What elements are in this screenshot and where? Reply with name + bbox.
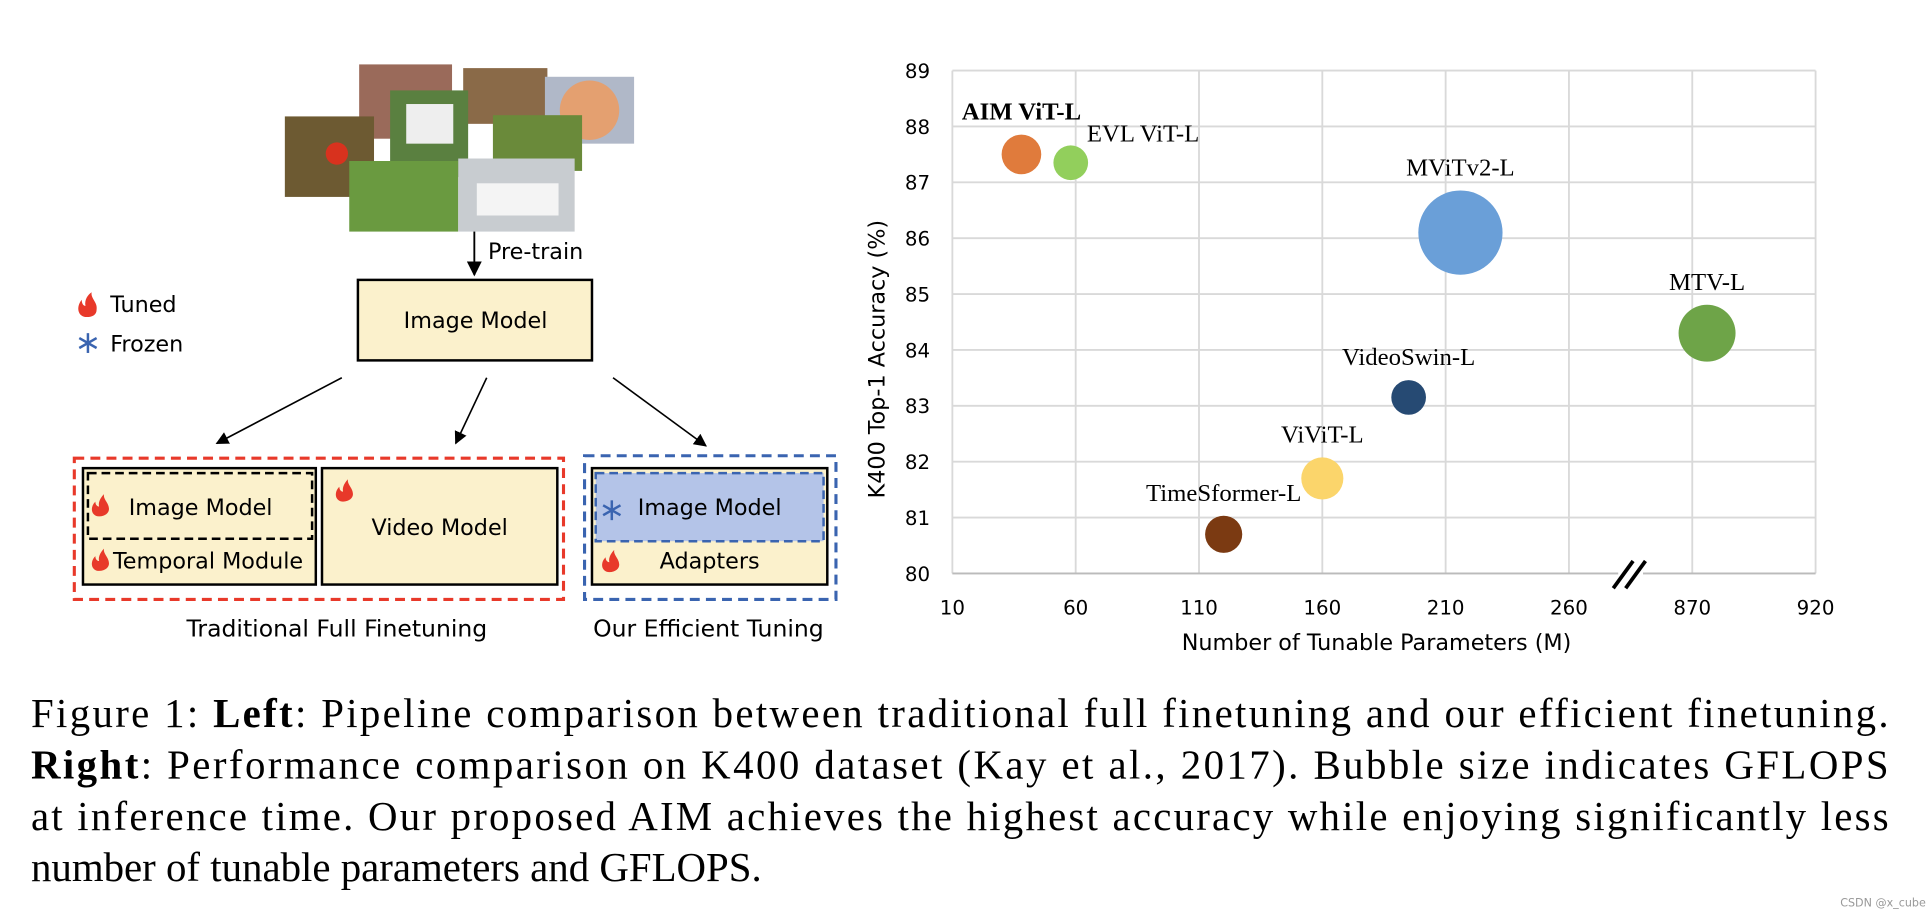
arrows <box>215 377 707 447</box>
legend-tuned: Tuned <box>109 292 176 318</box>
watermark: CSDN @x_cube <box>1840 897 1926 910</box>
caption-text: Left <box>213 691 293 736</box>
traditional-model-box <box>81 466 318 586</box>
bubble <box>1391 380 1426 415</box>
efficient-group <box>583 454 838 601</box>
axis-break <box>1624 559 1647 590</box>
video-model-box <box>320 466 559 586</box>
video-model-label: Video Model <box>371 515 507 541</box>
x-tick-label: 60 <box>1063 596 1088 619</box>
y-tick-label: 83 <box>905 395 930 418</box>
bubble-label: EVL ViT-L <box>1087 121 1199 148</box>
efficient-label: Our Efficient Tuning <box>593 615 824 643</box>
caption-line: Right: Performance comparison on K400 da… <box>31 742 1889 787</box>
bubble-label: MTV-L <box>1669 269 1745 296</box>
caption-line: Figure 1: Left: Pipeline comparison betw… <box>31 691 1889 736</box>
image-model-box <box>356 278 594 362</box>
efficient-image-label: Image Model <box>638 495 782 521</box>
traditional-group <box>72 456 566 601</box>
caption-line: number of tunable parameters and GFLOPS. <box>31 845 762 890</box>
x-tick-label: 10 <box>940 596 965 619</box>
y-tick-label: 87 <box>905 172 930 195</box>
bubble <box>1205 515 1243 553</box>
caption-text: : Performance comparison on K400 dataset… <box>141 742 1889 787</box>
y-tick-label: 82 <box>905 451 930 474</box>
y-axis-title: K400 Top-1 Accuracy (%) <box>864 220 890 498</box>
caption-text: at inference time. Our proposed AIM achi… <box>31 794 1889 839</box>
y-tick-label: 84 <box>905 339 930 362</box>
y-tick-label: 89 <box>905 60 930 83</box>
flame-icon <box>91 494 109 517</box>
caption-text: Right <box>31 742 139 787</box>
bubble-label: VideoSwin-L <box>1342 344 1475 371</box>
traditional-label: Traditional Full Finetuning <box>186 615 488 643</box>
bubble-label: TimeSformer-L <box>1146 480 1301 507</box>
bubble-chart: 80 81 82 83 84 85 86 87 88 89 10 60 110 160 210 260 870 9… <box>864 60 1834 656</box>
x-tick-label: 110 <box>1180 596 1218 619</box>
flame-icon <box>91 548 109 571</box>
x-tick-label: 160 <box>1303 596 1341 619</box>
x-tick-label: 920 <box>1797 596 1835 619</box>
y-tick-label: 86 <box>905 228 930 251</box>
image-model-label: Image Model <box>404 308 548 334</box>
traditional-image-box <box>86 471 314 540</box>
bubble-label: AIM ViT-L <box>962 99 1081 126</box>
flame-icon <box>78 292 97 318</box>
y-tick-label: 80 <box>905 563 930 586</box>
x-tick-label: 870 <box>1673 596 1711 619</box>
bubble <box>1678 304 1736 362</box>
axis-break-gap <box>1618 568 1643 579</box>
image-collage <box>284 64 635 232</box>
caption-text: number of tunable parameters and GFLOPS. <box>31 845 762 890</box>
bubble <box>1001 134 1042 175</box>
caption-text: Figure 1: <box>31 691 211 736</box>
caption-line: at inference time. Our proposed AIM achi… <box>31 794 1889 839</box>
flame-icon <box>602 549 620 573</box>
traditional-image-label: Image Model <box>129 495 273 521</box>
caption-text: : Pipeline comparison between traditiona… <box>295 691 1889 736</box>
pretrain-label: Pre-train <box>488 239 583 265</box>
y-tick-label: 88 <box>905 116 930 139</box>
snowflake-icon <box>78 333 98 353</box>
x-tick-label: 260 <box>1550 596 1588 619</box>
bubble <box>1301 457 1344 500</box>
bubble <box>1418 190 1503 275</box>
bubble-label: MViTv2-L <box>1406 155 1515 182</box>
snowflake-icon <box>602 500 622 521</box>
diagram: Pre-train Image Model Tuned Frozen Image… <box>72 64 838 643</box>
y-tick-label: 81 <box>905 507 930 530</box>
adapters-label: Adapters <box>660 548 760 574</box>
flame-icon <box>335 479 353 502</box>
legend-frozen: Frozen <box>110 332 183 358</box>
x-axis-title: Number of Tunable Parameters (M) <box>1182 630 1572 656</box>
y-tick-label: 85 <box>905 283 930 306</box>
efficient-image-box <box>594 471 825 543</box>
temporal-module-label: Temporal Module <box>112 548 303 574</box>
x-tick-label: 210 <box>1427 596 1465 619</box>
axis-break <box>1611 559 1635 590</box>
caption: Figure 1: Left: Pipeline comparison betw… <box>31 691 1889 890</box>
bubble-label: ViViT-L <box>1281 422 1364 449</box>
bubble <box>1053 145 1089 181</box>
